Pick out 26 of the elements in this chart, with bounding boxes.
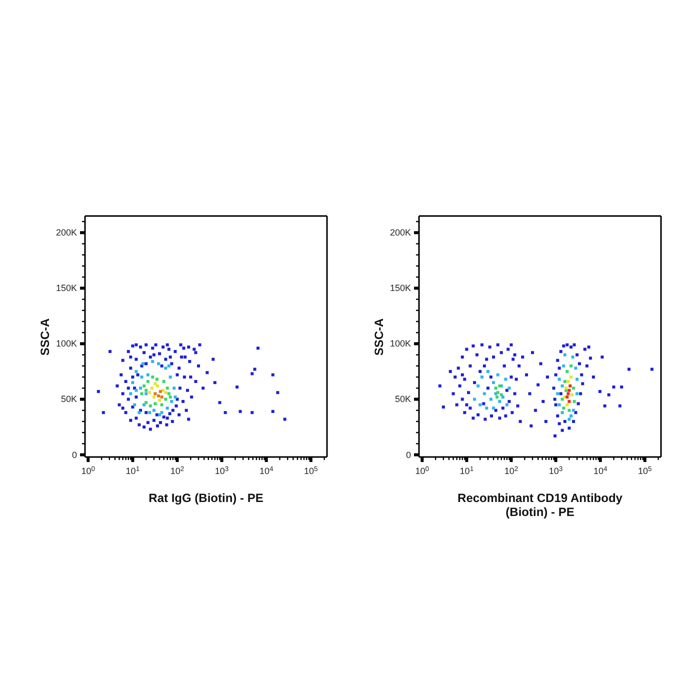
- x-tick-label: 10$^{4}$: [593, 466, 608, 476]
- x-tick-label: 10$^{2}$: [504, 466, 518, 476]
- y-tick-label: 150K: [56, 283, 77, 294]
- x-tick-label: 10$^{4}$: [259, 466, 274, 476]
- x-tick-label: 10$^{3}$: [214, 466, 229, 476]
- x-tick-label: 10$^{2}$: [170, 466, 184, 476]
- x-tick-label: 10$^{1}$: [460, 466, 474, 476]
- y-tick-label: 0: [406, 450, 411, 460]
- x-tick-label: 10$^{5}$: [638, 466, 652, 476]
- y-tick-label: 50K: [60, 394, 77, 404]
- y-tick-label: 0: [72, 450, 77, 460]
- y-tick-label: 100K: [56, 338, 77, 349]
- y-tick-label: 50K: [394, 394, 411, 404]
- y-tick-label: 200K: [56, 228, 77, 238]
- x-tick-label: 10$^{3}$: [548, 466, 563, 476]
- y-axis-title: SSC-A: [372, 318, 386, 356]
- y-axis-title: SSC-A: [38, 318, 52, 356]
- y-tick-label: 200K: [390, 228, 411, 238]
- x-tick-label: 10$^{5}$: [304, 466, 318, 476]
- y-tick-label: 150K: [390, 283, 411, 294]
- x-axis-title: Rat IgG (Biotin) - PE: [148, 491, 264, 505]
- x-tick-label: 10$^{1}$: [126, 466, 140, 476]
- y-tick-label: 100K: [390, 338, 411, 349]
- x-axis-title: Recombinant CD19 Antibody (Biotin) - PE: [456, 491, 624, 519]
- x-tick-label: 10$^{0}$: [415, 466, 430, 476]
- x-tick-label: 10$^{0}$: [81, 466, 96, 476]
